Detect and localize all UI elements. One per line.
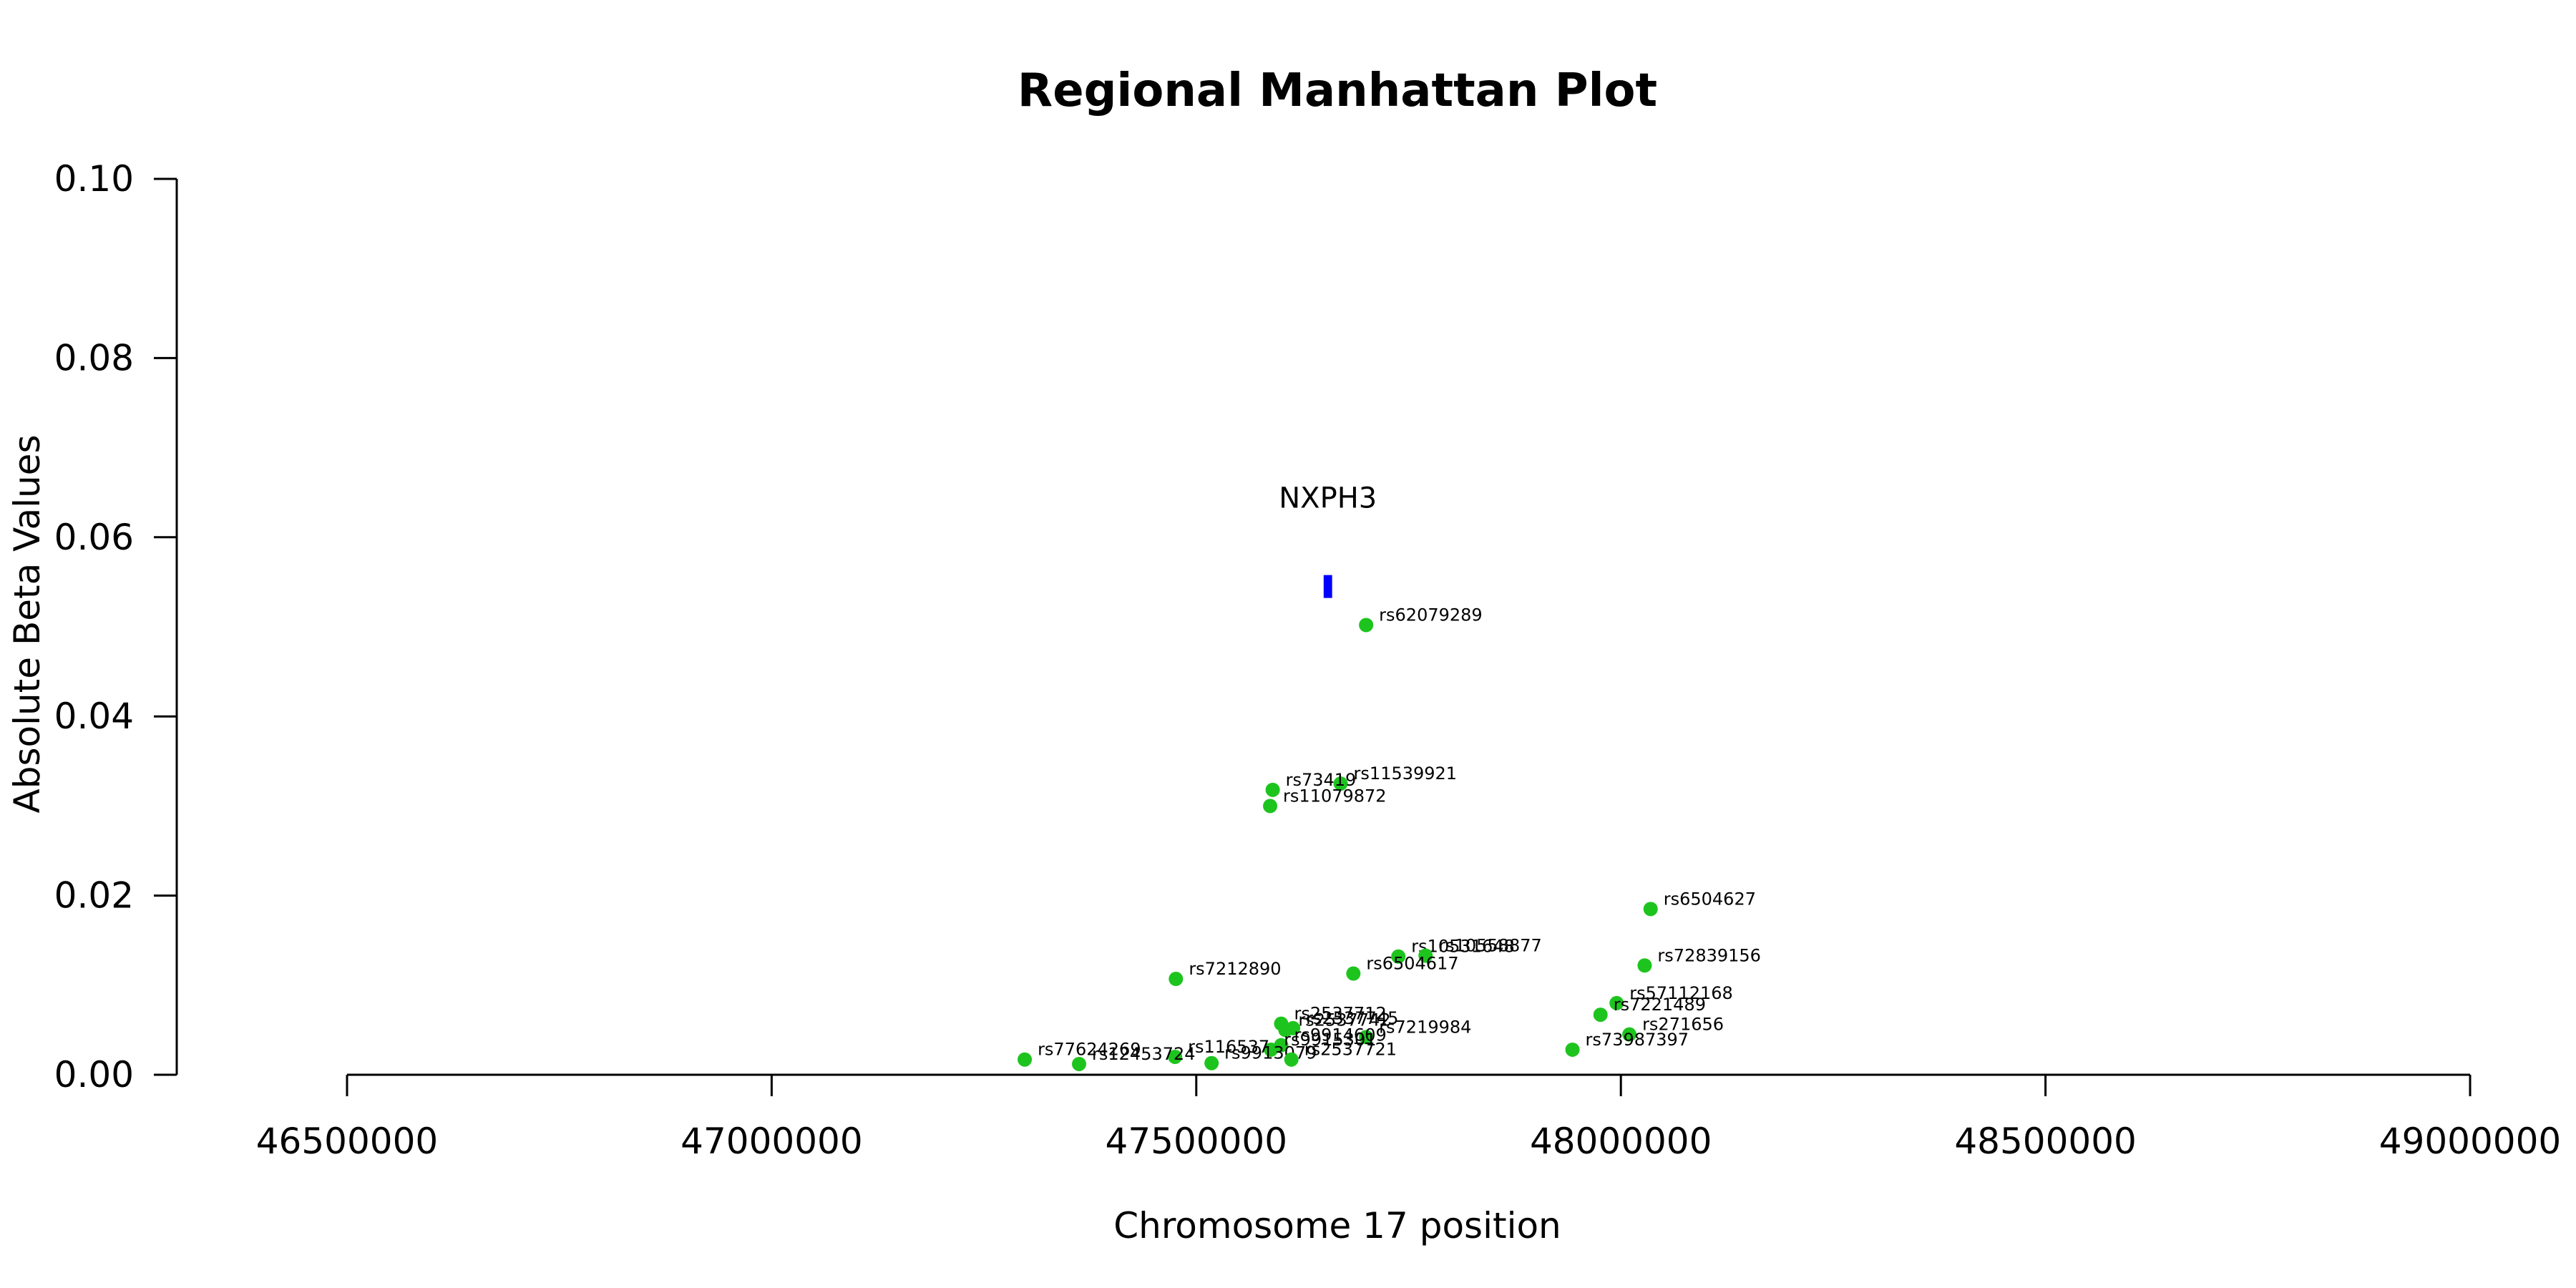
snp-point xyxy=(1643,902,1658,917)
snp-point xyxy=(1333,776,1348,791)
snp-point xyxy=(1346,966,1361,981)
snp-label: rs11079872 xyxy=(1283,786,1387,806)
snp-point xyxy=(1169,972,1184,987)
x-tick-label: 47000000 xyxy=(680,1121,863,1162)
snp-label: rs9915301 xyxy=(1284,1030,1376,1050)
snp-label: rs12453724 xyxy=(1092,1044,1196,1064)
snp-label: rs7221489 xyxy=(1614,995,1706,1015)
snp-label: rs10558877 xyxy=(1438,935,1542,955)
snp-point xyxy=(1609,995,1624,1010)
snp-point xyxy=(1637,958,1652,973)
x-tick-label: 48000000 xyxy=(1530,1121,1712,1162)
y-axis-label: Absolute Beta Values xyxy=(6,435,48,814)
snp-label: rs73419 xyxy=(1286,770,1357,790)
snp-label: rs77624269 xyxy=(1038,1040,1141,1060)
snp-label: rs9914609 xyxy=(1294,1025,1386,1045)
snp-label: rs2537721 xyxy=(1304,1040,1397,1060)
snp-point xyxy=(1265,782,1280,797)
x-axis-label: Chromosome 17 position xyxy=(1113,1205,1561,1246)
y-tick-label: 0.08 xyxy=(54,337,134,379)
snp-label: rs6504627 xyxy=(1664,889,1756,909)
gene-track: NXPH3 xyxy=(1279,482,1377,598)
x-tick-label: 48500000 xyxy=(1954,1121,2137,1162)
snp-point xyxy=(1359,1030,1374,1045)
snp-label: rs57112168 xyxy=(1629,983,1733,1003)
snp-label: rs7212890 xyxy=(1189,959,1281,979)
chart-title: Regional Manhattan Plot xyxy=(1018,64,1657,117)
snp-point xyxy=(1565,1042,1580,1057)
snp-label: rs271656 xyxy=(1642,1015,1724,1035)
snp-point xyxy=(1593,1008,1608,1023)
snp-label: rs11539921 xyxy=(1354,763,1458,784)
snp-point xyxy=(1263,799,1278,814)
snp-point xyxy=(1418,948,1433,963)
snp-label: rs116537 xyxy=(1188,1037,1269,1057)
y-tick-label: 0.00 xyxy=(54,1054,134,1096)
gene-bar xyxy=(1323,575,1332,598)
y-axis: 0.00 0.02 0.04 0.06 0.08 0.10 xyxy=(54,158,178,1096)
snp-point xyxy=(1018,1052,1033,1067)
y-tick-label: 0.04 xyxy=(54,696,134,737)
snp-point xyxy=(1284,1052,1299,1067)
snp-point xyxy=(1391,949,1406,964)
snp-point xyxy=(1359,618,1374,633)
x-tick-label: 46500000 xyxy=(256,1121,439,1162)
snp-label: rs62079289 xyxy=(1379,605,1483,625)
snp-point xyxy=(1278,1023,1293,1038)
snp-point xyxy=(1204,1055,1219,1070)
x-tick-label: 47500000 xyxy=(1106,1121,1288,1162)
x-axis: 46500000 47000000 47500000 48000000 48500000… xyxy=(256,1073,2562,1162)
snp-label: rs2537742 xyxy=(1298,1010,1390,1030)
y-tick-label: 0.02 xyxy=(54,875,134,917)
snp-label: rs9913079 xyxy=(1224,1043,1317,1063)
snp-label: rs73987397 xyxy=(1586,1030,1689,1050)
snp-label: rs6504617 xyxy=(1366,954,1458,974)
snp-point xyxy=(1168,1049,1183,1064)
snp-point xyxy=(1264,1042,1279,1057)
snp-point xyxy=(1072,1056,1087,1071)
x-tick-label: 49000000 xyxy=(2379,1121,2562,1162)
snp-label: rs2537745 xyxy=(1306,1008,1398,1028)
snp-point xyxy=(1622,1027,1637,1042)
y-tick-label: 0.06 xyxy=(54,517,134,558)
snp-label: rs72839156 xyxy=(1657,945,1761,965)
snp-label: rs2537712 xyxy=(1294,1004,1386,1024)
snp-label: rs7219984 xyxy=(1379,1017,1471,1037)
y-tick-label: 0.10 xyxy=(54,158,134,200)
gene-label: NXPH3 xyxy=(1279,482,1377,515)
